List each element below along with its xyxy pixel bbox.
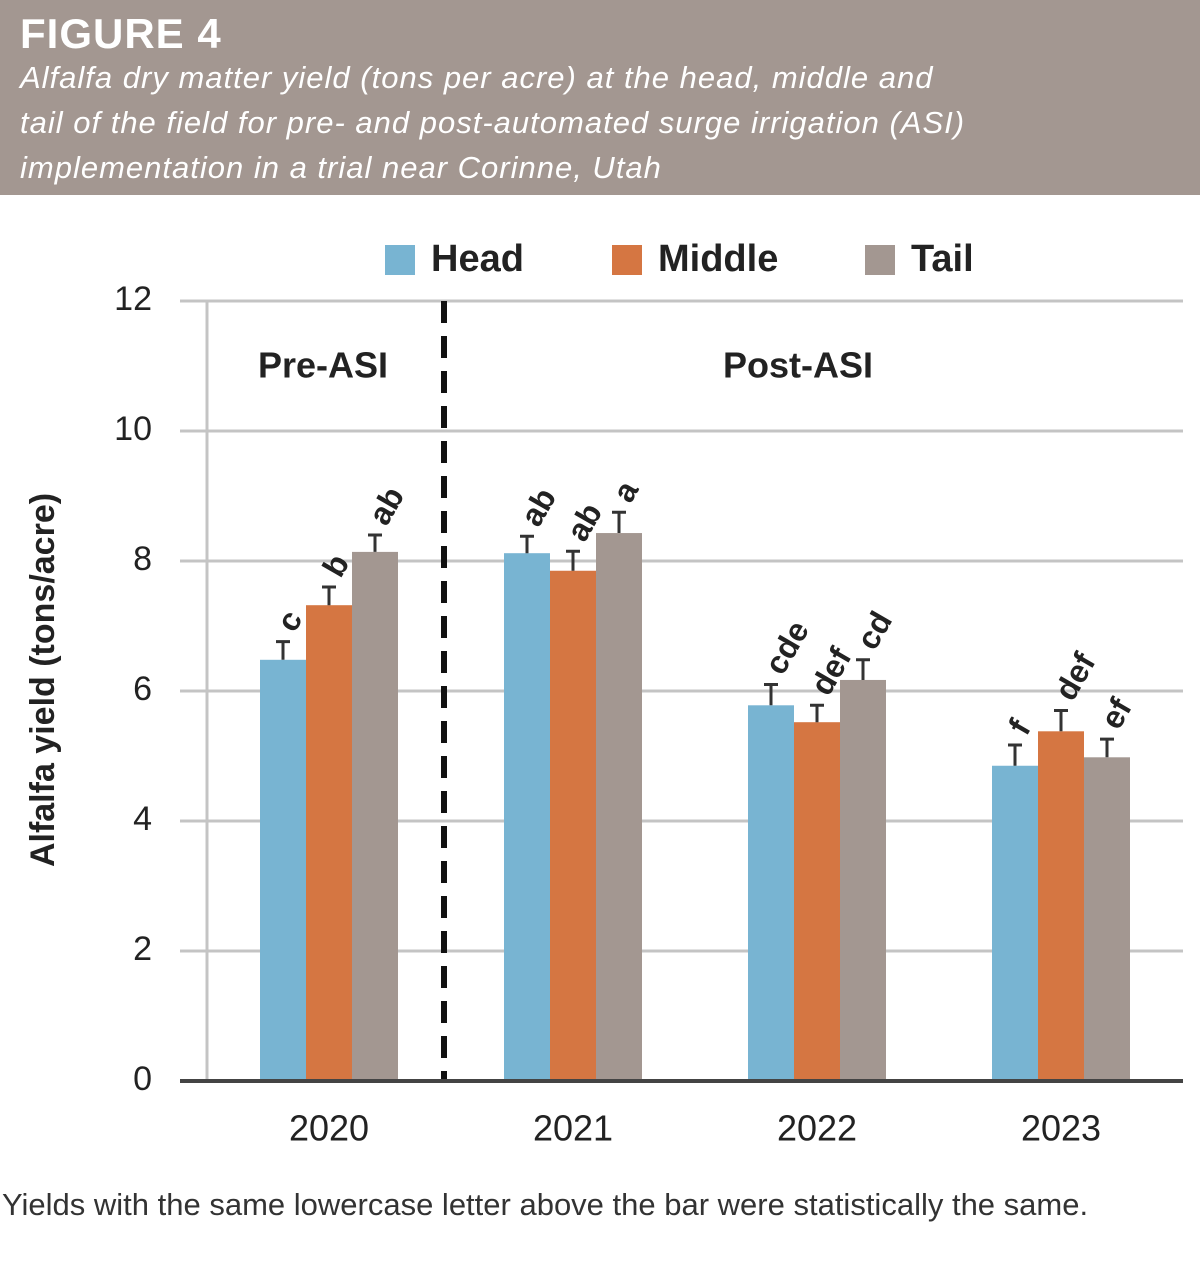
x-tick-label: 2021	[533, 1108, 613, 1149]
significance-letter: ab	[361, 480, 411, 530]
bar	[260, 659, 306, 1081]
x-tick-label: 2020	[289, 1108, 369, 1149]
y-tick-label: 8	[133, 540, 152, 578]
subtitle: implementation in a trial near Corinne, …	[20, 150, 662, 185]
error-bar	[810, 703, 824, 723]
error-bar	[322, 585, 336, 606]
significance-letter: a	[605, 474, 645, 508]
error-bar	[1054, 709, 1068, 732]
y-tick-label: 2	[133, 930, 152, 968]
error-bar	[566, 549, 580, 571]
legend-swatch	[612, 245, 642, 275]
footnote: Yields with the same lowercase letter ab…	[2, 1187, 1089, 1222]
chart: Alfalfa yield (tons/acre) Pre-ASI Post-A…	[24, 238, 1183, 1149]
header: FIGURE 4 Alfalfa dry matter yield (tons …	[0, 0, 1200, 195]
legend-label: Tail	[911, 238, 974, 280]
y-tick-label: 4	[133, 800, 152, 838]
y-tick-label: 0	[133, 1060, 152, 1098]
legend-swatch	[385, 245, 415, 275]
figure-label: FIGURE 4	[20, 10, 222, 57]
bar	[504, 553, 550, 1081]
bar	[992, 765, 1038, 1081]
significance-letter: f	[1001, 713, 1038, 741]
significance-letter: b	[315, 548, 356, 583]
y-axis-label: Alfalfa yield (tons/acre)	[24, 493, 62, 867]
legend-label: Head	[431, 238, 524, 280]
bar	[1038, 731, 1084, 1081]
error-bar	[856, 658, 870, 680]
y-tick-label: 10	[114, 410, 152, 448]
significance-letter: def	[1047, 646, 1102, 706]
bar	[596, 533, 642, 1081]
bar	[1084, 757, 1130, 1081]
bar	[550, 570, 596, 1081]
subtitle: tail of the field for pre- and post-auto…	[20, 105, 966, 140]
error-bar	[1100, 737, 1114, 758]
legend-swatch	[865, 245, 895, 275]
significance-letter: cde	[757, 614, 816, 680]
significance-letter: ab	[513, 482, 563, 532]
x-tick-label: 2022	[777, 1108, 857, 1149]
significance-letter: ef	[1093, 692, 1139, 735]
error-bar	[764, 683, 778, 706]
bar	[748, 705, 794, 1081]
x-tick-label: 2023	[1021, 1108, 1101, 1149]
error-bar	[276, 640, 290, 660]
error-bar	[368, 533, 382, 552]
subtitle: Alfalfa dry matter yield (tons per acre)…	[20, 60, 934, 95]
annotation: Pre-ASI	[258, 345, 388, 386]
legend-label: Middle	[658, 238, 778, 280]
bar	[794, 722, 840, 1081]
error-bar	[1008, 743, 1022, 766]
y-tick-label: 6	[133, 670, 152, 708]
error-bar	[520, 534, 534, 554]
annotation: Post-ASI	[723, 345, 873, 386]
bar	[306, 605, 352, 1081]
significance-letter: cd	[849, 605, 899, 655]
bar	[840, 679, 886, 1081]
bar	[352, 551, 398, 1081]
error-bar	[612, 510, 626, 534]
significance-letter: c	[269, 604, 309, 637]
y-tick-label: 12	[114, 280, 152, 318]
